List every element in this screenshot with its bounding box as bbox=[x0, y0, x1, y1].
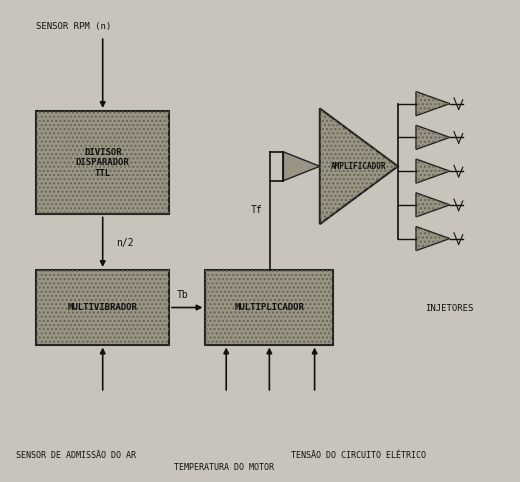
Polygon shape bbox=[416, 227, 450, 251]
Text: SENSOR DE ADMISSÃO DO AR: SENSOR DE ADMISSÃO DO AR bbox=[16, 451, 136, 460]
Polygon shape bbox=[416, 193, 450, 217]
Bar bbox=[36, 111, 169, 214]
Text: AMPLIFICADOR: AMPLIFICADOR bbox=[331, 162, 386, 171]
Text: DIVISOR
DISPARADOR
TTL: DIVISOR DISPARADOR TTL bbox=[76, 148, 129, 177]
Bar bbox=[36, 111, 169, 214]
Polygon shape bbox=[283, 152, 320, 181]
Polygon shape bbox=[416, 159, 450, 183]
Polygon shape bbox=[416, 92, 450, 116]
Text: TENSÃO DO CIRCUITO ELÉTRICO: TENSÃO DO CIRCUITO ELÉTRICO bbox=[291, 451, 426, 460]
Text: MULTIVIBRADOR: MULTIVIBRADOR bbox=[68, 303, 138, 312]
Text: INJETORES: INJETORES bbox=[425, 304, 474, 313]
Bar bbox=[36, 270, 169, 345]
Text: MULTIPLICADOR: MULTIPLICADOR bbox=[234, 303, 304, 312]
Text: n/2: n/2 bbox=[116, 238, 133, 248]
Text: Tf: Tf bbox=[251, 205, 263, 214]
Bar bbox=[36, 270, 169, 345]
Text: Tb: Tb bbox=[177, 290, 189, 300]
Text: TEMPERATURA DO MOTOR: TEMPERATURA DO MOTOR bbox=[174, 463, 274, 472]
Bar bbox=[205, 270, 333, 345]
Text: SENSOR RPM (n): SENSOR RPM (n) bbox=[36, 22, 112, 31]
Polygon shape bbox=[416, 125, 450, 149]
Polygon shape bbox=[320, 108, 398, 224]
Bar bbox=[205, 270, 333, 345]
